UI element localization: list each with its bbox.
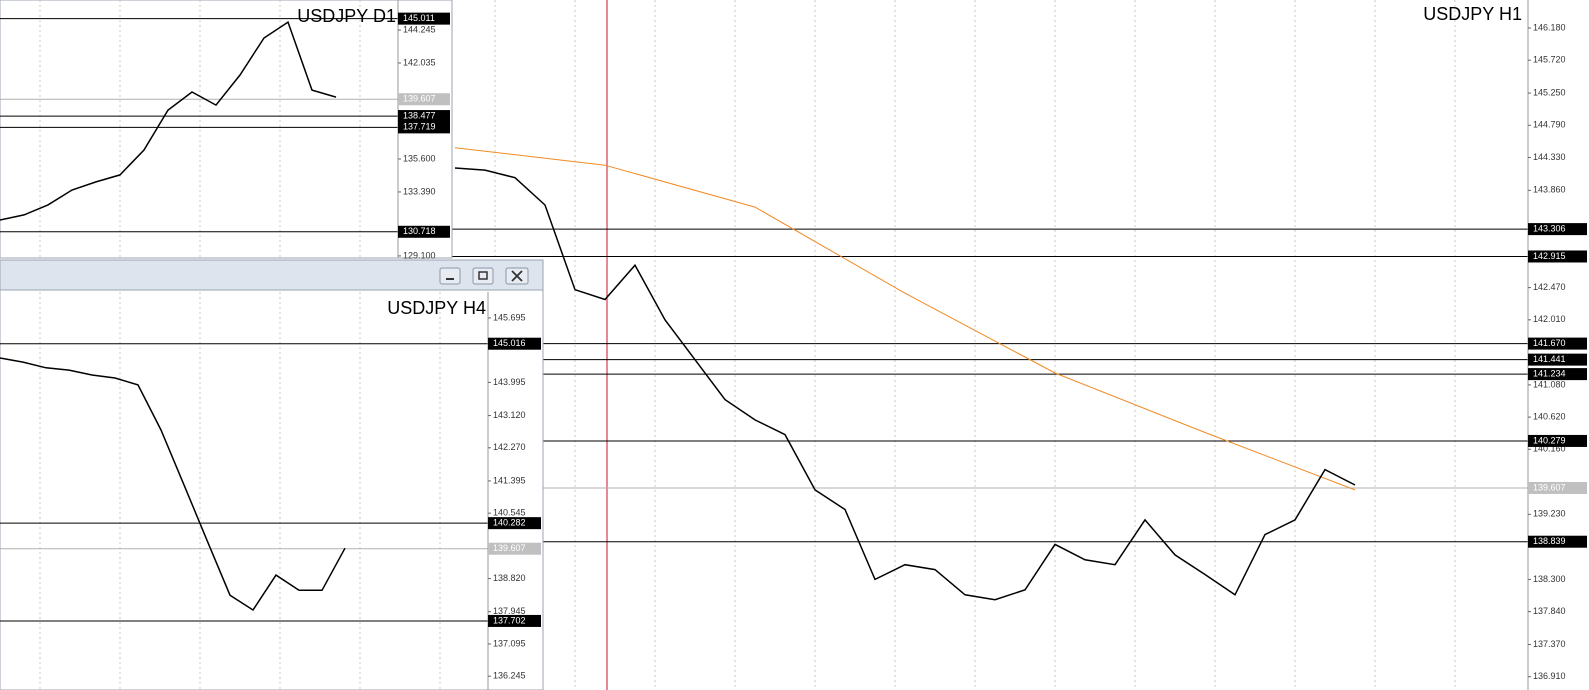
title-bar: [0, 259, 544, 291]
y-tick-label: 144.245: [403, 24, 436, 34]
close-icon: [511, 270, 523, 282]
y-tick-label: 140.160: [1533, 444, 1566, 454]
y-tick-label: 140.620: [1533, 411, 1566, 421]
window-background: [0, 259, 544, 690]
current-price-label: 139.607: [1533, 482, 1566, 492]
level-box: [398, 225, 450, 238]
y-tick-label: 143.120: [493, 410, 526, 420]
restore-icon: [478, 271, 488, 280]
current-price-box: [488, 542, 541, 555]
y-tick-label: 144.790: [1533, 120, 1566, 130]
y-tick-label: 137.370: [1533, 639, 1566, 649]
level-box: [488, 614, 541, 627]
level-box: [1528, 337, 1587, 350]
level-label: 141.234: [1533, 368, 1566, 378]
restore-button[interactable]: [472, 267, 494, 285]
level-label: 145.011: [403, 13, 435, 23]
y-tick-label: 142.470: [1533, 282, 1566, 292]
y-tick-label: 133.390: [403, 186, 436, 196]
moving-average: [454, 147, 1356, 491]
y-tick-label: 144.330: [1533, 152, 1566, 162]
y-tick-label: 146.180: [1533, 22, 1566, 32]
h4-window: 145.695 143.995 143.120 142.270 141.395 140.5…: [0, 259, 544, 690]
price-line: [0, 20, 337, 221]
plot-area: [0, 0, 398, 258]
y-tick-label: 142.035: [403, 57, 436, 67]
y-tick-label: 137.840: [1533, 606, 1566, 616]
y-tick-label: 141.395: [493, 475, 526, 485]
y-tick-label: 129.100: [403, 250, 436, 260]
level-box: [1528, 434, 1587, 447]
y-tick-label: 136.245: [493, 671, 526, 681]
y-tick-label: 142.270: [493, 442, 526, 452]
y-tick-label: 143.860: [1533, 185, 1566, 195]
y-tick-label: 137.095: [493, 638, 526, 648]
level-box: [398, 110, 450, 123]
plot-area: [0, 292, 488, 690]
y-tick-label: 141.080: [1533, 379, 1566, 389]
price-line: [454, 167, 1356, 601]
level-box: [1528, 223, 1587, 236]
level-box: [1528, 353, 1587, 366]
y-tick-label: 140.545: [493, 508, 526, 518]
y-tick-label: 135.600: [403, 153, 436, 163]
level-box: [488, 517, 541, 530]
current-price-box: [1528, 481, 1587, 494]
current-price-label: 139.607: [403, 94, 436, 104]
y-tick-label: 138.300: [1533, 574, 1566, 584]
y-tick-label: 142.010: [1533, 314, 1566, 324]
level-label: 141.670: [1533, 338, 1566, 348]
y-tick-label: 145.695: [493, 312, 526, 322]
level-box: [1528, 250, 1587, 263]
level-label: 137.719: [403, 122, 436, 132]
current-price-label: 139.607: [493, 543, 526, 553]
level-label: 138.839: [1533, 536, 1566, 546]
chart-title: USDJPY H1: [1423, 4, 1522, 24]
level-box: [488, 337, 541, 350]
level-label: 143.306: [1533, 223, 1566, 233]
level-box: [1528, 535, 1587, 548]
level-box: [398, 12, 450, 25]
chart-title: USDJPY H4: [387, 298, 486, 318]
current-price-box: [398, 93, 450, 106]
level-label: 141.441: [1533, 354, 1566, 364]
d1-window: 144.245 142.035 135.600 133.390 129.100 139.6…: [0, 0, 453, 260]
y-tick-label: 138.820: [493, 573, 526, 583]
level-box: [398, 121, 450, 134]
level-box: [1528, 368, 1587, 381]
y-tick-label: 136.910: [1533, 671, 1566, 681]
minimize-button[interactable]: [439, 267, 461, 285]
y-tick-label: 145.720: [1533, 55, 1566, 65]
chart-title: USDJPY D1: [297, 6, 396, 26]
price-line: [0, 357, 346, 612]
window-background: [0, 0, 453, 259]
y-tick-label: 143.995: [493, 377, 526, 387]
y-tick-label: 139.230: [1533, 509, 1566, 519]
window-buttons: [439, 267, 529, 285]
y-tick-label: 145.250: [1533, 87, 1566, 97]
level-label: 137.702: [493, 615, 526, 625]
level-label: 140.279: [1533, 435, 1566, 445]
level-label: 142.915: [1533, 251, 1566, 261]
level-label: 138.477: [403, 110, 436, 120]
y-tick-label: 137.945: [493, 606, 526, 616]
level-label: 145.016: [493, 338, 526, 348]
level-label: 130.718: [403, 226, 436, 236]
level-label: 140.282: [493, 518, 526, 528]
